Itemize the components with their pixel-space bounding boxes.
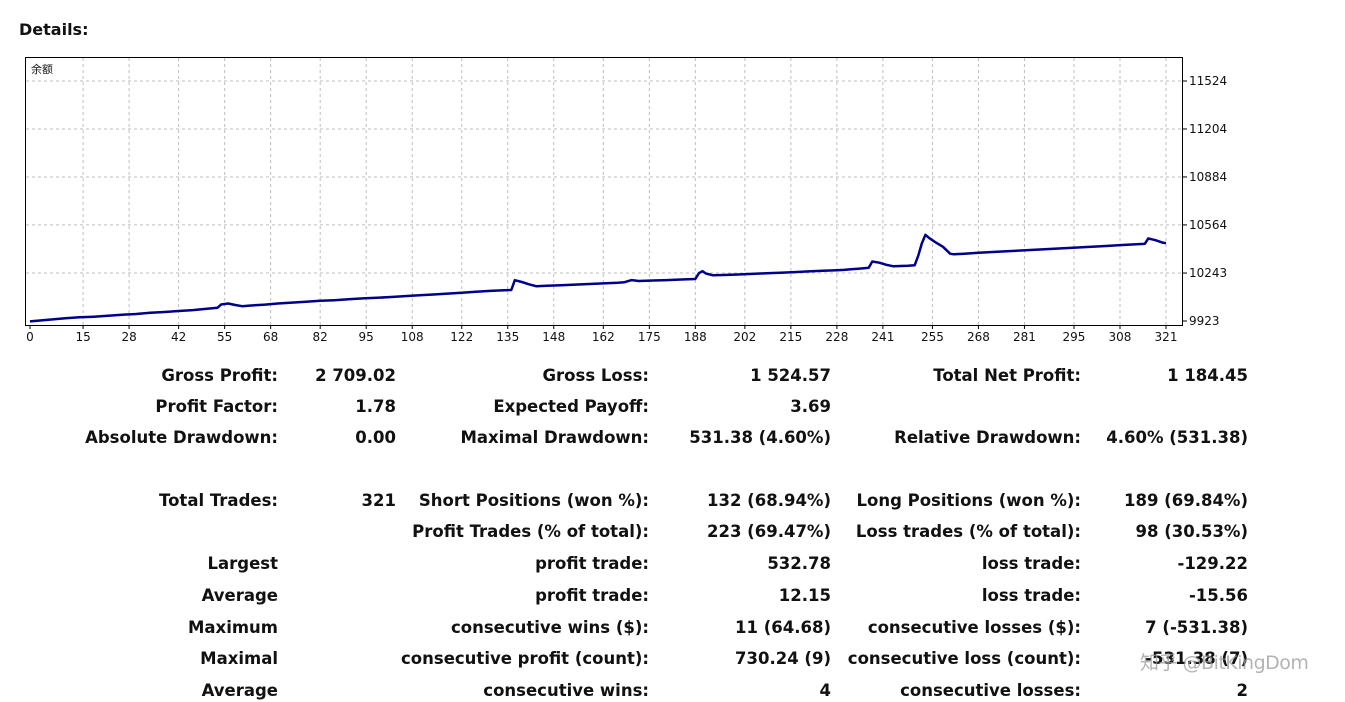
stat-c2-label-row-5: profit trade: (535, 554, 649, 573)
stat-c2-label-row-3: Short Positions (won %): (418, 491, 649, 510)
stat-c1-label-row-6: Average (201, 586, 278, 605)
stat-c3-value-row-7: 7 (-531.38) (1145, 618, 1248, 637)
x-tick-label: 241 (871, 330, 894, 344)
stat-c3-label-row-2: Relative Drawdown: (894, 428, 1081, 447)
stat-c2-label-row-0: Gross Loss: (542, 366, 650, 385)
x-tick-label: 108 (401, 330, 424, 344)
stat-c3-value-row-6: -15.56 (1188, 586, 1248, 605)
stat-c3-value-row-8: -531.38 (7) (1145, 649, 1248, 668)
x-tick-label: 215 (779, 330, 802, 344)
y-tick-label: 10564 (1189, 218, 1227, 232)
stat-c3-value-row-4: 98 (30.53%) (1135, 522, 1248, 541)
balance-series-line (29, 233, 1167, 323)
watermark-text: 知乎 @BitKingDom (1140, 652, 1309, 674)
stat-c1-label-row-1: Profit Factor: (155, 397, 278, 416)
stat-c1-label-row-7: Maximum (188, 618, 278, 637)
y-tick-label: 10884 (1189, 170, 1227, 184)
y-axis: 11524 11204 10884 10564 10243 9923 (1182, 74, 1227, 328)
x-tick-label: 148 (542, 330, 565, 344)
x-tick-label: 175 (638, 330, 661, 344)
stat-c3-label-row-3: Long Positions (won %): (856, 491, 1081, 510)
stat-c2-label-row-1: Expected Payoff: (493, 397, 649, 416)
stat-c2-value-row-7: 11 (64.68) (735, 618, 831, 637)
stat-c2-value-row-3: 132 (68.94%) (707, 491, 831, 510)
x-tick-label: 28 (121, 330, 136, 344)
stat-c3-value-row-5: -129.22 (1177, 554, 1248, 573)
x-tick-label: 122 (450, 330, 473, 344)
stat-c2-value-row-5: 532.78 (767, 554, 831, 573)
stat-c2-value-row-1: 3.69 (790, 397, 831, 416)
stat-c1-label-row-2: Absolute Drawdown: (85, 428, 278, 447)
x-tick-label: 162 (592, 330, 615, 344)
x-tick-label: 0 (26, 330, 34, 344)
x-tick-label: 268 (967, 330, 990, 344)
details-heading: Details: (19, 20, 89, 39)
stat-c3-label-row-9: consecutive losses: (900, 681, 1081, 700)
x-tick-label: 42 (171, 330, 186, 344)
stat-c2-label-row-2: Maximal Drawdown: (460, 428, 649, 447)
x-tick-label: 95 (359, 330, 374, 344)
stat-c3-label-row-4: Loss trades (% of total): (855, 522, 1081, 541)
chart-title: 余额 (31, 62, 53, 76)
stat-c1-label-row-3: Total Trades: (159, 491, 278, 510)
stat-c3-label-row-5: loss trade: (981, 554, 1081, 573)
stat-c3-value-row-3: 189 (69.84%) (1124, 491, 1248, 510)
stat-c2-value-row-8: 730.24 (9) (735, 649, 831, 668)
stat-c2-label-row-7: consecutive wins ($): (450, 618, 649, 637)
stat-c2-value-row-9: 4 (819, 681, 831, 700)
stat-c3-value-row-2: 4.60% (531.38) (1106, 428, 1248, 447)
stat-c2-value-row-0: 1 524.57 (750, 366, 831, 385)
stat-c2-value-row-4: 223 (69.47%) (707, 522, 831, 541)
stat-c2-label-row-9: consecutive wins: (483, 681, 649, 700)
stat-c3-label-row-6: loss trade: (981, 586, 1081, 605)
y-tick-label: 11524 (1189, 74, 1227, 88)
stat-c3-value-row-0: 1 184.45 (1167, 366, 1248, 385)
x-tick-label: 321 (1155, 330, 1178, 344)
x-tick-label: 255 (921, 330, 944, 344)
stat-c1-label-row-8: Maximal (200, 649, 278, 668)
stat-c3-label-row-0: Total Net Profit: (933, 366, 1081, 385)
stat-c1-label-row-5: Largest (207, 554, 279, 573)
x-tick-label: 15 (75, 330, 90, 344)
x-tick-label: 295 (1063, 330, 1086, 344)
y-tick-label: 10243 (1189, 266, 1227, 280)
x-tick-label: 68 (263, 330, 278, 344)
x-tick-label: 188 (684, 330, 707, 344)
balance-chart: 11524 11204 10884 10564 10243 9923 0 15 28 42 55 6… (25, 57, 1227, 344)
x-tick-label: 281 (1013, 330, 1036, 344)
chart-plot-area (25, 57, 1183, 326)
stat-c1-value-row-1: 1.78 (355, 397, 396, 416)
stat-c2-value-row-2: 531.38 (4.60%) (689, 428, 831, 447)
x-tick-label: 135 (496, 330, 519, 344)
stat-c1-label-row-0: Gross Profit: (161, 366, 278, 385)
y-tick-label: 11204 (1189, 122, 1227, 136)
chart-grid (26, 58, 1182, 325)
x-tick-label: 228 (825, 330, 848, 344)
watermark: 知乎 @BitKingDom (1140, 648, 1309, 675)
stat-c1-value-row-3: 321 (361, 491, 396, 510)
x-tick-label: 82 (313, 330, 328, 344)
stat-c1-value-row-2: 0.00 (355, 428, 396, 447)
stat-c2-label-row-6: profit trade: (535, 586, 649, 605)
x-tick-label: 55 (217, 330, 232, 344)
stat-c3-label-row-7: consecutive losses ($): (867, 618, 1081, 637)
stat-c3-value-row-9: 2 (1236, 681, 1248, 700)
stat-c1-label-row-9: Average (201, 681, 278, 700)
x-axis: 0 15 28 42 55 68 82 95 108 122 135 148 162 175 188 202 2… (26, 325, 1177, 344)
stat-c3-label-row-8: consecutive loss (count): (847, 649, 1081, 668)
stat-c2-label-row-4: Profit Trades (% of total): (412, 522, 649, 541)
stat-c1-value-row-0: 2 709.02 (315, 366, 396, 385)
y-tick-label: 9923 (1189, 314, 1220, 328)
stat-c2-label-row-8: consecutive profit (count): (401, 649, 649, 668)
x-tick-label: 202 (733, 330, 756, 344)
x-tick-label: 308 (1109, 330, 1132, 344)
stat-c2-value-row-6: 12.15 (778, 586, 831, 605)
